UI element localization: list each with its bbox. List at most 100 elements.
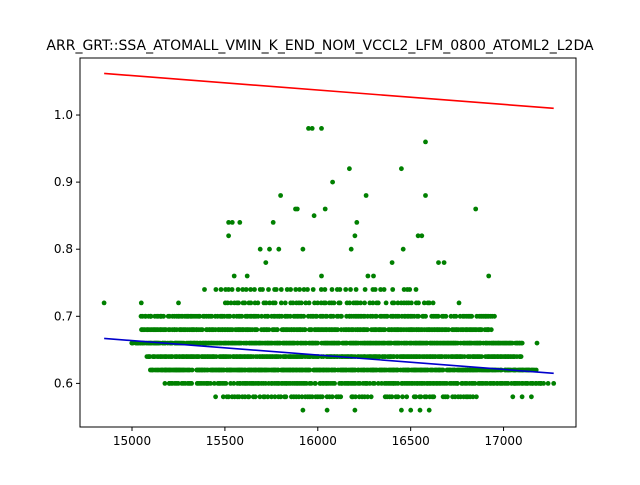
data-point-1596 — [306, 300, 312, 306]
data-point-103 — [211, 381, 217, 386]
data-point-1585 — [267, 300, 272, 306]
data-point-1689 — [237, 327, 243, 333]
data-point-1691 — [257, 246, 263, 252]
data-point-1644 — [260, 287, 265, 292]
data-point-1731 — [529, 394, 534, 400]
data-point-830 — [479, 354, 484, 359]
data-point-155 — [313, 381, 318, 386]
data-point-48 — [365, 394, 370, 400]
data-point-1608 — [347, 300, 352, 306]
data-point-1559 — [469, 313, 475, 319]
data-point-1669 — [390, 287, 396, 292]
data-point-80 — [162, 381, 168, 386]
data-point-1620 — [391, 300, 397, 306]
data-point-1651 — [293, 287, 299, 292]
data-point-1715 — [399, 166, 404, 172]
data-point-1588 — [278, 300, 284, 306]
data-point-1393 — [479, 327, 484, 333]
y-tick-label-2: 0.8 — [54, 242, 73, 256]
data-point-86 — [175, 381, 181, 386]
data-point-1714 — [389, 260, 395, 265]
data-point-1674 — [101, 300, 107, 306]
data-point-27 — [299, 394, 305, 400]
data-point-1618 — [383, 300, 389, 306]
data-point-1701 — [309, 125, 315, 131]
data-point-1631 — [426, 300, 432, 306]
data-point-1545 — [435, 313, 441, 319]
data-point-1681 — [176, 300, 181, 306]
data-point-1707 — [347, 166, 352, 172]
data-point-1487 — [314, 313, 320, 319]
data-point-1660 — [337, 287, 343, 292]
data-point-111 — [231, 381, 237, 386]
data-point-1629 — [421, 300, 427, 306]
data-point-1678 — [159, 313, 165, 319]
data-point-196 — [395, 381, 401, 386]
data-point-1739 — [426, 407, 432, 413]
data-point-1296 — [335, 327, 341, 333]
data-point-861 — [518, 354, 524, 359]
data-point-1250 — [266, 327, 272, 333]
data-point-63 — [423, 394, 429, 400]
data-point-1207 — [199, 327, 205, 333]
data-point-1621 — [395, 300, 401, 306]
data-point-1730 — [519, 394, 525, 400]
data-point-1594 — [298, 300, 304, 306]
data-point-1692 — [263, 260, 269, 265]
data-point-1164 — [519, 340, 525, 346]
data-point-53 — [389, 394, 395, 400]
x-tick-label-0: 15000 — [113, 434, 151, 448]
data-point-1676 — [148, 313, 154, 319]
data-point-1022 — [336, 340, 342, 346]
data-point-1683 — [202, 287, 207, 292]
data-point-1666 — [372, 287, 378, 292]
data-point-1709 — [352, 233, 358, 239]
data-point-1370 — [446, 327, 451, 333]
data-point-1615 — [370, 300, 376, 306]
data-point-6 — [236, 394, 242, 400]
data-point-1640 — [243, 287, 249, 292]
y-tick-label-0: 0.6 — [54, 376, 73, 390]
data-point-1244 — [254, 327, 260, 333]
data-point-1690 — [244, 273, 250, 279]
data-point-1699 — [300, 246, 306, 252]
data-point-1718 — [419, 233, 425, 239]
data-point-1598 — [315, 300, 320, 306]
data-point-1613 — [362, 300, 367, 306]
data-point-1604 — [331, 300, 337, 306]
data-point-1682 — [185, 313, 191, 319]
data-point-1711 — [363, 193, 369, 198]
x-tick-label-1: 15500 — [206, 434, 244, 448]
data-point-1626 — [409, 300, 414, 306]
data-point-1668 — [381, 287, 387, 292]
data-point-1726 — [486, 273, 492, 279]
data-point-2 — [226, 394, 232, 400]
data-point-18 — [272, 394, 278, 400]
data-point-1705 — [322, 206, 328, 212]
data-point-38 — [329, 394, 335, 400]
data-point-1591 — [290, 300, 296, 306]
data-point-1724 — [473, 206, 479, 212]
data-point-1601 — [323, 300, 328, 306]
data-point-1722 — [441, 260, 447, 265]
data-point-1548 — [443, 313, 449, 319]
data-point-1450 — [239, 313, 245, 319]
data-point-1688 — [231, 273, 237, 279]
y-tick-label-4: 1.0 — [54, 108, 73, 122]
data-point-1696 — [278, 193, 283, 198]
data-point-1650 — [288, 287, 293, 292]
data-point-16 — [265, 394, 271, 400]
data-point-1680 — [163, 367, 168, 373]
data-point-1326 — [382, 327, 388, 333]
data-point-1673 — [413, 287, 419, 292]
data-point-1638 — [235, 287, 241, 292]
data-point-1652 — [297, 287, 302, 292]
data-point-1576 — [236, 300, 242, 306]
data-point-1658 — [329, 287, 335, 292]
data-point-1741 — [300, 407, 306, 413]
data-point-109 — [223, 381, 229, 386]
data-point-1632 — [430, 300, 436, 306]
data-point-1727 — [486, 327, 492, 333]
data-point-238 — [472, 381, 478, 386]
